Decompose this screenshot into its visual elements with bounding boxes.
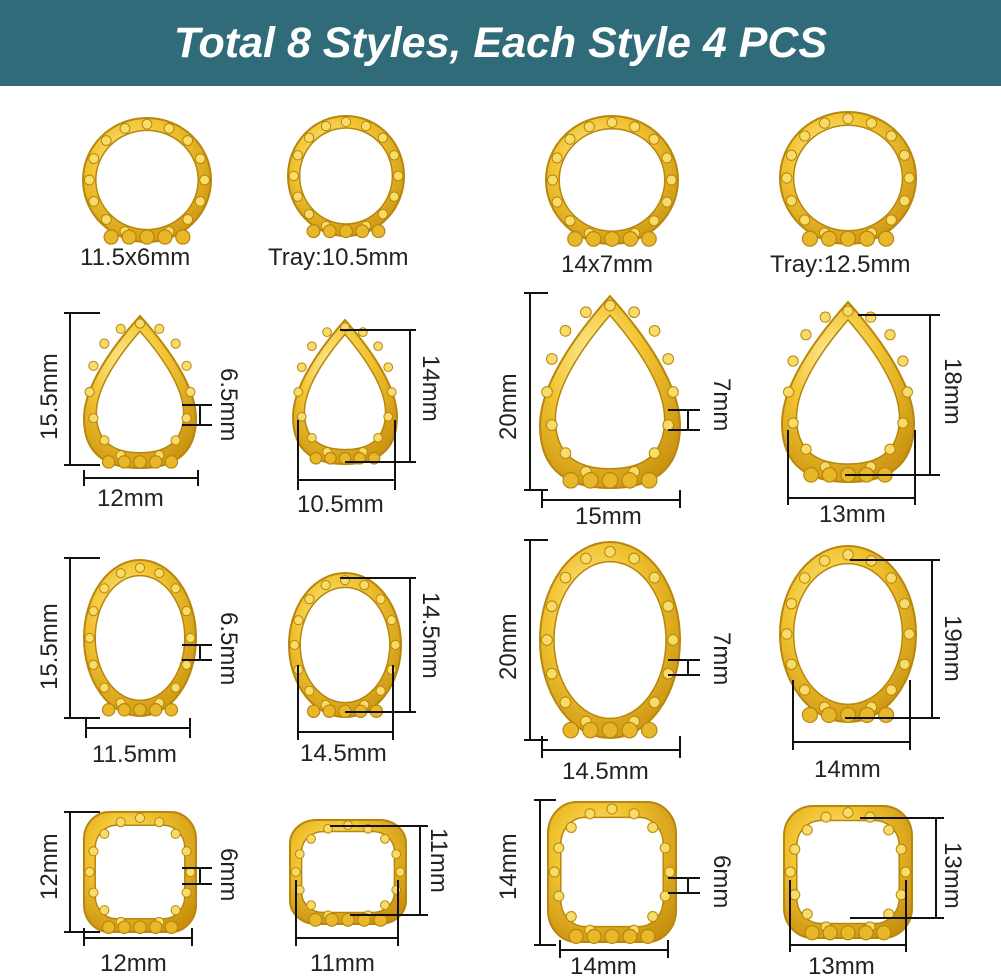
row3-d-height: 19mm <box>939 615 966 682</box>
row4-c-depth: 6mm <box>708 855 735 909</box>
row2-c-height: 20mm <box>495 373 522 440</box>
ring-style2 <box>287 115 405 239</box>
row2-b-width: 10.5mm <box>297 491 384 518</box>
banner-title: Total 8 Styles, Each Style 4 PCS <box>173 18 828 67</box>
row4-b-width: 11mm <box>310 950 375 977</box>
ring-style3 <box>545 115 679 247</box>
row2-a-height: 15.5mm <box>36 353 63 440</box>
ring-r4-b <box>289 819 407 927</box>
ring-r4-d <box>783 805 913 941</box>
ring-r3-a <box>83 559 197 717</box>
ring-r2-d <box>780 300 916 484</box>
row4-b-height: 11mm <box>425 828 452 893</box>
row3-b-height: 14.5mm <box>417 592 444 679</box>
ring-r2-a <box>82 314 198 470</box>
row3-b-width: 14.5mm <box>300 740 387 767</box>
row4-d-height: 13mm <box>939 842 966 909</box>
row3-c-width: 14.5mm <box>562 758 649 785</box>
row2-d-width: 13mm <box>819 501 886 528</box>
row4-c-height: 14mm <box>495 833 522 900</box>
label-style4-tray: Tray:12.5mm <box>770 251 911 278</box>
row3-a-depth: 6.5mm <box>215 612 242 686</box>
row3-d-width: 14mm <box>814 756 881 783</box>
label-style3-size: 14x7mm <box>561 251 654 278</box>
label-style2-tray: Tray:10.5mm <box>268 244 409 271</box>
row3-c-height: 20mm <box>495 613 522 680</box>
ring-r3-d <box>779 545 917 724</box>
title-banner: Total 8 Styles, Each Style 4 PCS <box>0 0 1001 86</box>
ring-style1 <box>82 117 212 245</box>
ring-r3-c <box>539 541 681 739</box>
ring-style4 <box>779 111 917 247</box>
label-style1-size: 11.5x6mm <box>80 244 191 271</box>
row2-b-height: 14mm <box>417 355 444 422</box>
row4-c-width: 14mm <box>570 953 637 980</box>
ring-r4-c <box>547 801 677 945</box>
row4-a-depth: 6mm <box>215 848 242 902</box>
ring-r2-b <box>291 318 399 466</box>
row4-a-height: 12mm <box>36 833 63 900</box>
row3-a-height: 15.5mm <box>36 603 63 690</box>
row4-d-width: 13mm <box>808 953 875 980</box>
row3-a-width: 11.5mm <box>92 741 177 768</box>
ring-r2-c <box>538 294 682 490</box>
row2-a-depth: 6.5mm <box>215 368 242 442</box>
ring-r3-b <box>288 572 402 719</box>
ring-r4-a <box>83 811 197 934</box>
row2-d-height: 18mm <box>939 358 966 425</box>
row3-c-depth: 7mm <box>708 632 735 686</box>
row4-a-width: 12mm <box>100 950 167 977</box>
row2-c-depth: 7mm <box>708 378 735 432</box>
row2-c-width: 15mm <box>575 503 642 530</box>
row2-a-width: 12mm <box>97 485 164 512</box>
